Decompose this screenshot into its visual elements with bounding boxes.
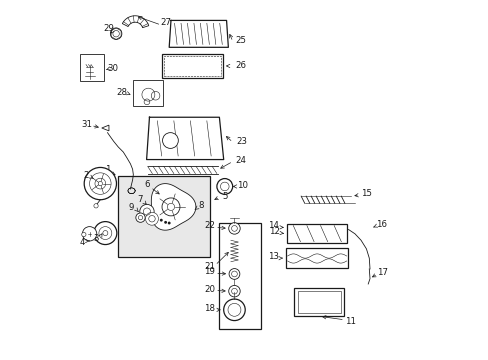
Polygon shape (102, 125, 109, 131)
Text: 12: 12 (268, 228, 280, 237)
Polygon shape (151, 184, 196, 230)
Text: 1: 1 (104, 166, 110, 175)
Circle shape (167, 222, 170, 225)
Bar (118, 176, 209, 257)
Polygon shape (169, 21, 228, 47)
Bar (80, 54, 103, 81)
Text: 24: 24 (235, 156, 246, 165)
Bar (293, 288, 344, 316)
Text: 13: 13 (268, 252, 279, 261)
Text: 23: 23 (236, 137, 246, 146)
Text: 31: 31 (81, 120, 92, 129)
Circle shape (223, 299, 244, 320)
Bar (286, 224, 346, 243)
Text: 27: 27 (161, 18, 171, 27)
Text: 21: 21 (204, 262, 215, 271)
Bar (219, 223, 260, 329)
Bar (164, 55, 221, 76)
Circle shape (164, 221, 167, 224)
Circle shape (81, 232, 86, 237)
Circle shape (84, 167, 116, 200)
Bar (162, 54, 223, 78)
Text: 22: 22 (204, 221, 215, 230)
Circle shape (228, 285, 240, 297)
Circle shape (94, 204, 98, 208)
Circle shape (94, 222, 117, 244)
Text: 19: 19 (204, 267, 215, 276)
Circle shape (136, 213, 145, 222)
Text: 28: 28 (116, 87, 127, 96)
Circle shape (142, 88, 155, 101)
Circle shape (228, 269, 239, 279)
Text: 16: 16 (375, 220, 386, 229)
Text: 14: 14 (267, 221, 278, 230)
Circle shape (228, 223, 240, 234)
Text: 5: 5 (222, 192, 227, 201)
Circle shape (160, 219, 163, 222)
Text: 18: 18 (204, 304, 215, 313)
Text: 15: 15 (360, 189, 371, 198)
Bar (297, 291, 340, 313)
Circle shape (162, 132, 178, 148)
Text: 17: 17 (376, 268, 387, 277)
Text: 6: 6 (144, 180, 149, 189)
Polygon shape (122, 16, 148, 28)
Bar (285, 248, 348, 268)
Circle shape (82, 226, 97, 241)
Text: 9: 9 (128, 203, 134, 212)
Text: 8: 8 (198, 201, 204, 210)
Circle shape (145, 212, 158, 225)
Text: 26: 26 (235, 61, 246, 70)
Bar (133, 80, 163, 107)
Text: 4: 4 (80, 238, 85, 247)
Text: 3: 3 (93, 234, 98, 243)
Text: 11: 11 (345, 317, 355, 326)
Circle shape (162, 198, 180, 216)
Circle shape (110, 28, 122, 40)
Circle shape (217, 179, 232, 194)
Text: 20: 20 (204, 285, 215, 294)
Text: 30: 30 (107, 64, 118, 73)
Text: 10: 10 (237, 181, 248, 190)
Text: 29: 29 (103, 24, 114, 33)
Text: 25: 25 (235, 36, 246, 45)
Polygon shape (146, 117, 223, 159)
Text: 7: 7 (137, 195, 142, 204)
Circle shape (140, 204, 154, 219)
Text: 2: 2 (83, 171, 88, 180)
